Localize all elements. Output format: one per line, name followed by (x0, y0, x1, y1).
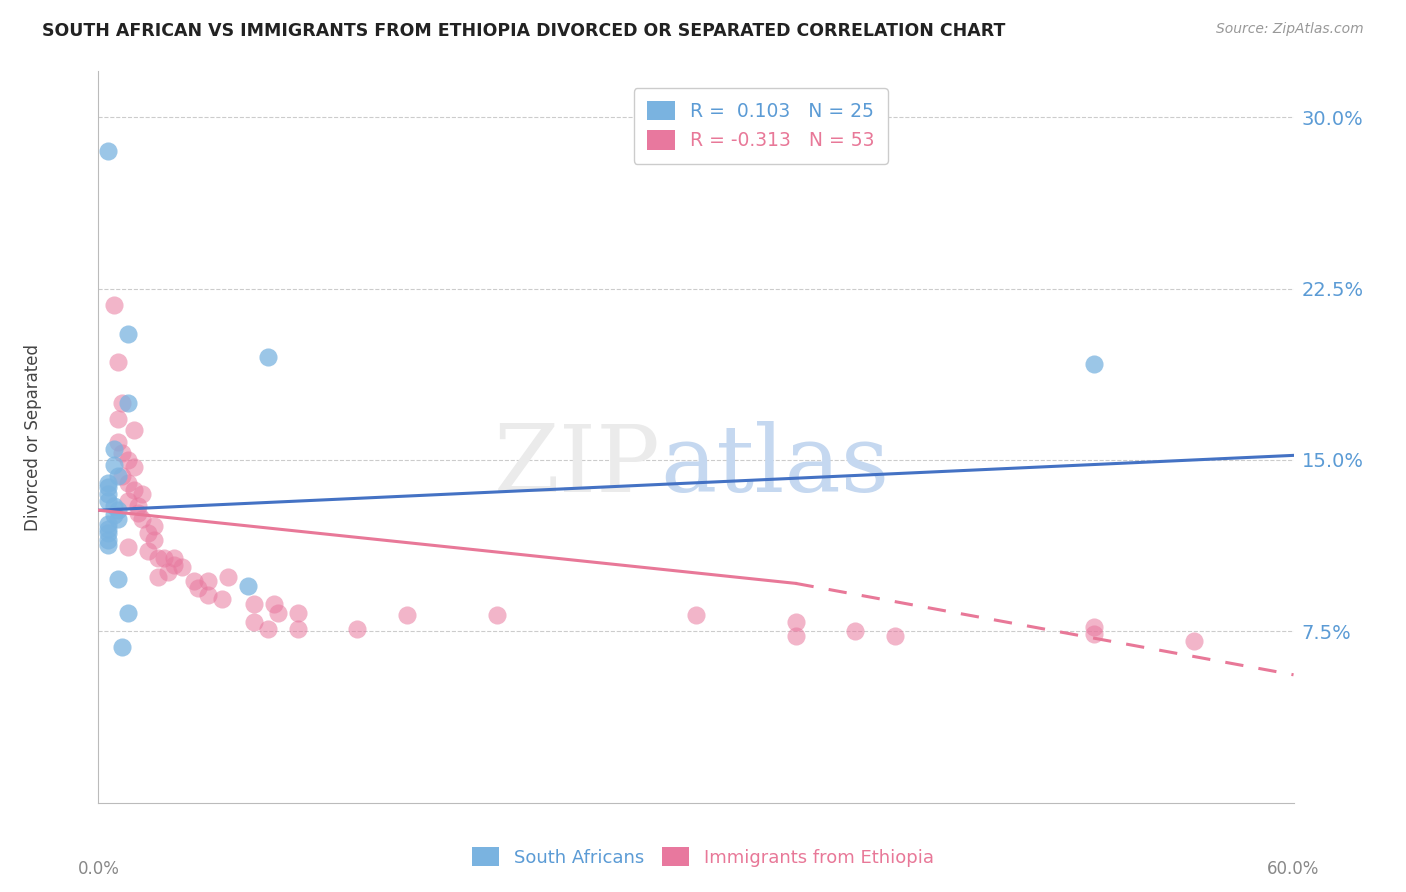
Point (124, 459, 146, 474)
Point (884, 629, 907, 643)
Point (1083, 620, 1105, 634)
Point (107, 434, 129, 449)
Point (346, 622, 368, 636)
Point (785, 615, 807, 630)
Point (844, 624, 866, 639)
Point (197, 574, 219, 588)
Point (685, 608, 707, 623)
Point (97, 475, 120, 490)
Point (103, 297, 125, 311)
Point (97, 521, 120, 535)
Point (117, 396, 139, 410)
Point (97, 145, 120, 159)
Point (187, 581, 209, 595)
Point (97, 494, 120, 508)
Point (785, 629, 807, 643)
Point (143, 533, 166, 547)
Point (124, 483, 146, 497)
Point (267, 606, 290, 620)
Point (97, 487, 120, 501)
Point (172, 560, 194, 574)
Point (117, 494, 139, 508)
Point (1083, 357, 1105, 371)
Point (148, 569, 170, 583)
Point (217, 569, 239, 583)
Point (117, 453, 139, 467)
Point (396, 608, 419, 623)
Point (107, 572, 129, 586)
Point (103, 508, 125, 522)
Point (163, 558, 186, 573)
Point (256, 350, 278, 364)
Point (131, 512, 153, 526)
Point (157, 565, 180, 579)
Point (153, 551, 176, 566)
Text: Source: ZipAtlas.com: Source: ZipAtlas.com (1216, 22, 1364, 37)
Text: Divorced or Separated: Divorced or Separated (24, 343, 42, 531)
Point (236, 579, 259, 593)
Text: ZIP: ZIP (494, 421, 661, 511)
Point (97, 526, 120, 541)
Legend: R =  0.103   N = 25, R = -0.313   N = 53: R = 0.103 N = 25, R = -0.313 N = 53 (634, 88, 887, 163)
Point (256, 622, 278, 636)
Point (117, 606, 139, 620)
Point (111, 469, 134, 483)
Point (148, 551, 170, 566)
Point (103, 458, 125, 472)
Point (107, 503, 129, 517)
Point (97, 480, 120, 494)
Point (107, 354, 129, 368)
Point (163, 551, 186, 566)
Point (97, 533, 120, 547)
Point (103, 499, 125, 513)
Point (117, 540, 139, 554)
Point (243, 615, 266, 630)
Point (183, 574, 205, 588)
Point (1083, 626, 1105, 640)
Point (124, 423, 146, 437)
Point (136, 526, 159, 541)
Point (263, 597, 285, 611)
Point (111, 446, 134, 460)
Point (136, 544, 159, 558)
Point (107, 512, 129, 526)
Point (97, 537, 120, 551)
Point (131, 487, 153, 501)
Point (197, 588, 219, 602)
Point (107, 469, 129, 483)
Point (1182, 633, 1205, 648)
Legend: South Africans, Immigrants from Ethiopia: South Africans, Immigrants from Ethiopia (465, 840, 941, 874)
Point (97, 516, 120, 531)
Text: SOUTH AFRICAN VS IMMIGRANTS FROM ETHIOPIA DIVORCED OR SEPARATED CORRELATION CHAR: SOUTH AFRICAN VS IMMIGRANTS FROM ETHIOPI… (42, 22, 1005, 40)
Point (211, 592, 233, 607)
Point (243, 597, 266, 611)
Point (107, 412, 129, 426)
Point (127, 499, 149, 513)
Point (103, 442, 125, 456)
Point (111, 640, 134, 655)
Text: atlas: atlas (661, 421, 890, 511)
Point (111, 396, 134, 410)
Text: 60.0%: 60.0% (1267, 860, 1320, 878)
Point (143, 519, 166, 533)
Point (117, 327, 139, 342)
Point (287, 622, 309, 636)
Point (117, 475, 139, 490)
Point (485, 608, 508, 623)
Point (127, 506, 149, 520)
Point (287, 606, 309, 620)
Text: 0.0%: 0.0% (77, 860, 120, 878)
